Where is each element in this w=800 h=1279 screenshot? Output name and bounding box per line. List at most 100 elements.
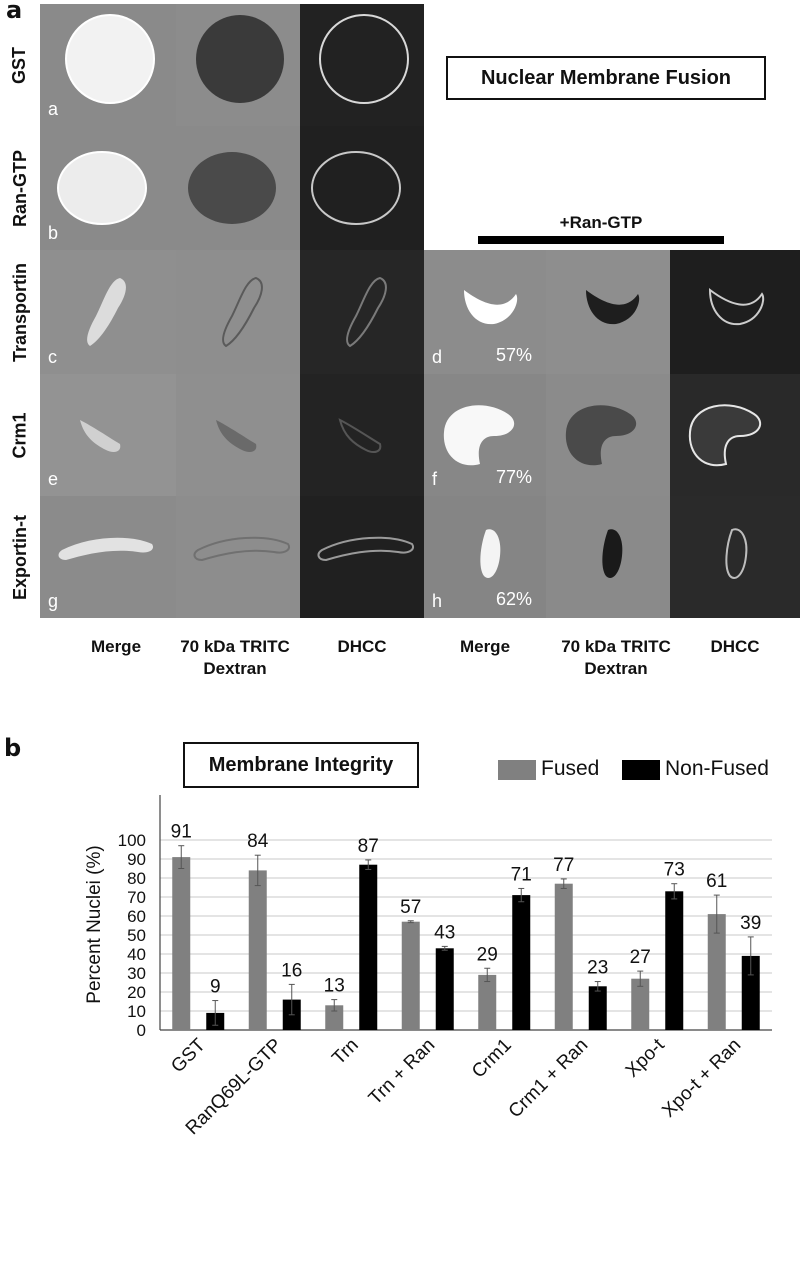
bar-fused: [325, 1005, 344, 1030]
chart-title: Membrane Integrity: [183, 742, 419, 788]
row-label-exportin-t: Exportin-t: [9, 514, 30, 600]
x-tick-label: Trn + Ran: [365, 1035, 439, 1109]
data-label: 39: [740, 913, 761, 934]
y-tick-label: 90: [127, 850, 146, 869]
chart-legend: Fused Non-Fused: [498, 757, 798, 783]
micrograph-tile: f 77%: [424, 374, 546, 496]
bar-non-fused: [588, 986, 607, 1030]
bar-fused: [707, 914, 726, 1030]
y-tick-label: 70: [127, 888, 146, 907]
x-tick-label: Xpo-t: [622, 1034, 669, 1081]
micrograph-tile: [670, 374, 800, 496]
x-tick-label: Crm1 + Ran: [505, 1035, 593, 1123]
data-label: 57: [400, 897, 421, 918]
bar-fused: [478, 974, 497, 1030]
row-label-transportin: Transportin: [9, 262, 30, 362]
micrograph-tile: [176, 4, 300, 126]
micrograph-tile: [176, 126, 300, 250]
panel-b-letter: b: [4, 734, 22, 762]
micrograph-tile: [546, 374, 670, 496]
micrograph-tile: [546, 250, 670, 374]
col-label-dhcc-right: DHCC: [710, 637, 760, 656]
data-label: 16: [281, 960, 302, 981]
tile-label-b: b: [48, 223, 59, 243]
col-label-merge-right: Merge: [459, 637, 511, 656]
tile-percent-f: 77%: [495, 467, 532, 487]
tile-percent-d: 57%: [495, 345, 532, 365]
bar-non-fused: [435, 948, 454, 1030]
y-tick-label: 10: [127, 1002, 146, 1021]
micrograph-tile: [300, 4, 424, 126]
data-label: 43: [434, 922, 455, 943]
y-tick-label: 100: [118, 831, 146, 850]
data-label: 9: [210, 977, 221, 998]
micrograph-tile: [670, 496, 800, 618]
data-label: 29: [477, 944, 498, 965]
data-label: 13: [324, 976, 345, 997]
x-tick-label: GST: [167, 1034, 210, 1077]
micrograph-tile: [300, 374, 424, 496]
micrograph-tile: h 62%: [424, 496, 546, 618]
ran-gtp-header: +Ran-GTP: [559, 213, 643, 232]
micrograph-tile: [546, 496, 670, 618]
data-label: 71: [511, 864, 532, 885]
row-label-ran-gtp: Ran-GTP: [9, 149, 30, 227]
bar-non-fused: [359, 864, 378, 1030]
tile-label-h: h: [432, 591, 443, 611]
data-label: 91: [171, 822, 192, 843]
micrograph-tile: [176, 496, 300, 618]
tile-label-f: f: [432, 469, 438, 489]
data-label: 27: [630, 947, 651, 968]
micrograph-tile: b: [40, 126, 176, 250]
data-label: 61: [706, 871, 727, 892]
bar-fused: [401, 921, 420, 1030]
y-tick-label: 30: [127, 964, 146, 983]
y-tick-label: 40: [127, 945, 146, 964]
tile-label-g: g: [48, 591, 59, 611]
micrograph-tile: [300, 126, 424, 250]
bar-non-fused: [665, 891, 684, 1030]
micrograph-tile: [176, 250, 300, 374]
micrograph-tile: c: [40, 250, 176, 374]
y-tick-label: 0: [137, 1021, 146, 1040]
ran-gtp-bar: [478, 236, 724, 244]
micrograph-tile: e: [40, 374, 176, 496]
legend-swatch-fused: [498, 760, 536, 780]
y-tick-label: 80: [127, 869, 146, 888]
tile-label-a: a: [48, 99, 59, 119]
row-label-crm1: Crm1: [9, 411, 30, 459]
bar-fused: [172, 857, 191, 1030]
tile-label-d: d: [432, 347, 443, 367]
data-label: 73: [664, 860, 685, 881]
micrograph-tile: [176, 374, 300, 496]
data-label: 87: [358, 836, 379, 857]
y-axis-label: Percent Nuclei (%): [84, 845, 105, 1003]
data-label: 84: [247, 831, 269, 852]
data-label: 23: [587, 958, 608, 979]
legend-swatch-non-fused: [622, 760, 660, 780]
data-label: 77: [553, 855, 574, 876]
y-tick-label: 50: [127, 926, 146, 945]
tile-percent-h: 62%: [495, 589, 532, 609]
row-label-gst: GST: [9, 46, 30, 84]
bar-fused: [631, 978, 650, 1030]
y-tick-label: 20: [127, 983, 146, 1002]
micrograph-tile: d 57%: [424, 250, 546, 374]
bar-fused: [248, 870, 267, 1030]
tile-label-e: e: [48, 469, 59, 489]
bar-fused: [554, 883, 573, 1030]
panel-a-title: Nuclear Membrane Fusion: [446, 56, 766, 100]
x-tick-label: Xpo-t + Ran: [658, 1035, 745, 1122]
panel-a-letter: a: [6, 0, 23, 24]
x-tick-label: Trn: [328, 1035, 363, 1070]
bar-non-fused: [512, 895, 531, 1030]
micrograph-tile: [300, 496, 424, 618]
micrograph-tile: [300, 250, 424, 374]
y-tick-label: 60: [127, 907, 146, 926]
col-label-dextran-right: 70 kDa TRITC Dextran: [561, 637, 671, 678]
micrograph-tile: a: [40, 4, 176, 126]
micrograph-tile: g: [40, 496, 176, 618]
bar-non-fused: [741, 955, 760, 1030]
col-label-dextran-left: 70 kDa TRITC Dextran: [180, 637, 290, 678]
